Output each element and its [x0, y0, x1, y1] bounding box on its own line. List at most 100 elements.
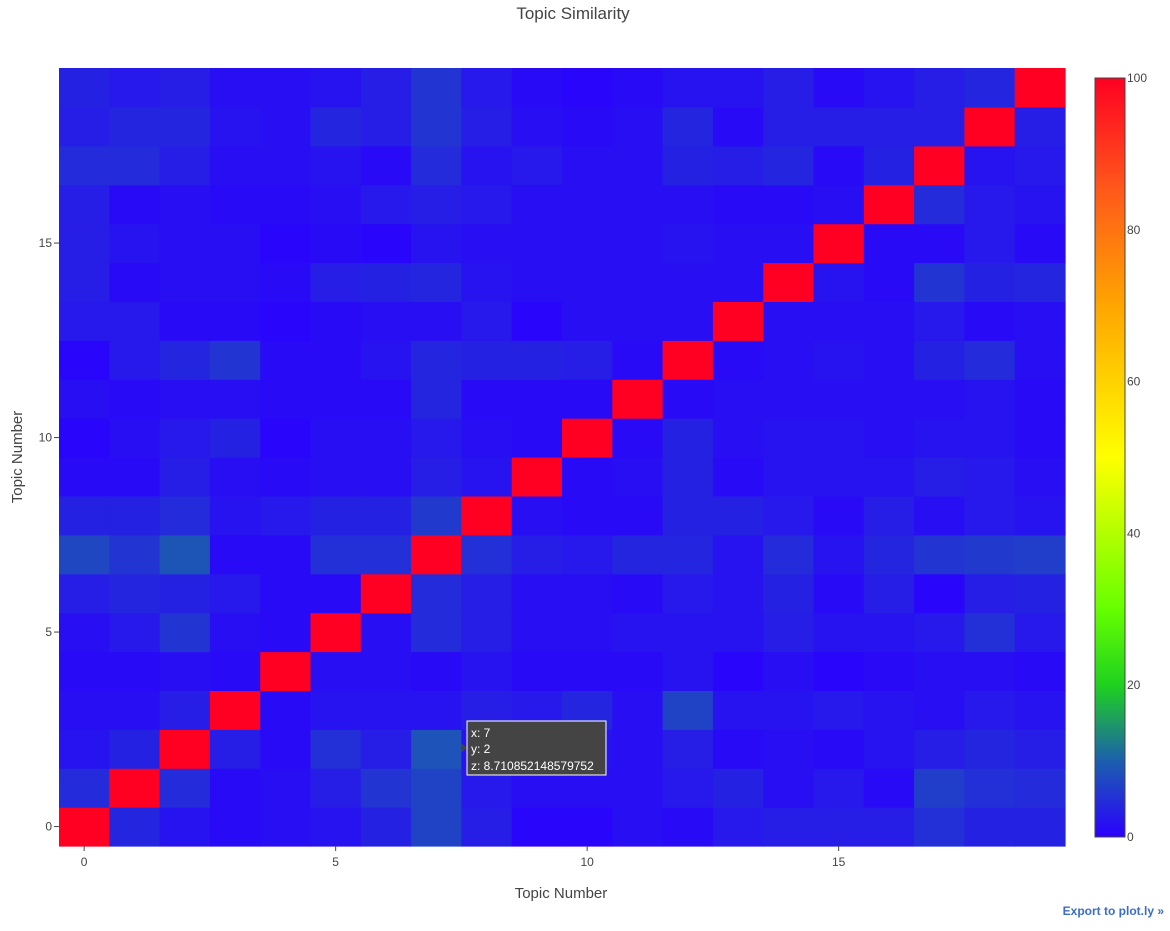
heatmap-cell-1-15[interactable] [109, 223, 161, 264]
heatmap-cell-11-17[interactable] [612, 145, 664, 186]
heatmap-cell-4-3[interactable] [260, 690, 312, 730]
heatmap-cell-4-16[interactable] [260, 184, 312, 225]
heatmap-cell-12-5[interactable] [662, 612, 714, 653]
heatmap-cell-9-17[interactable] [511, 145, 563, 186]
heatmap-cell-14-16[interactable] [763, 184, 815, 225]
heatmap-cell-9-8[interactable] [511, 495, 563, 536]
heatmap-cell-2-5[interactable] [159, 612, 211, 653]
heatmap-cell-10-13[interactable] [562, 301, 613, 341]
heatmap-cell-6-19[interactable] [360, 68, 412, 108]
heatmap-cell-1-1[interactable] [109, 768, 161, 808]
heatmap-cell-3-8[interactable] [209, 495, 261, 536]
heatmap-cell-18-18[interactable] [964, 106, 1016, 147]
heatmap-cell-14-2[interactable] [763, 729, 815, 769]
heatmap-cell-6-17[interactable] [360, 145, 412, 186]
heatmap-cell-5-8[interactable] [310, 495, 362, 536]
heatmap-cell-12-4[interactable] [662, 651, 714, 692]
heatmap-cell-7-13[interactable] [411, 301, 462, 341]
heatmap-cell-8-18[interactable] [461, 106, 513, 147]
heatmap-cell-3-13[interactable] [209, 301, 261, 341]
heatmap-cell-10-12[interactable] [562, 340, 613, 380]
heatmap-cell-1-14[interactable] [109, 262, 161, 303]
heatmap-cell-16-2[interactable] [863, 729, 915, 769]
heatmap-cell-6-14[interactable] [360, 262, 412, 303]
heatmap-cell-3-4[interactable] [209, 651, 261, 692]
heatmap-cell-6-5[interactable] [360, 612, 412, 653]
heatmap-cell-14-13[interactable] [763, 301, 815, 341]
heatmap-cell-19-0[interactable] [1014, 807, 1066, 847]
heatmap-cell-4-10[interactable] [260, 418, 312, 458]
heatmap-cell-2-8[interactable] [159, 495, 211, 536]
heatmap-cell-15-18[interactable] [813, 106, 865, 147]
heatmap-cell-0-6[interactable] [59, 573, 110, 614]
heatmap-cell-2-10[interactable] [159, 418, 211, 458]
heatmap-cell-4-8[interactable] [260, 495, 312, 536]
heatmap-cell-11-2[interactable] [612, 729, 664, 769]
heatmap-cell-1-19[interactable] [109, 68, 161, 108]
heatmap-cell-5-11[interactable] [310, 379, 362, 419]
heatmap-cell-1-13[interactable] [109, 301, 161, 341]
heatmap-cell-0-3[interactable] [59, 690, 110, 730]
heatmap-cell-13-6[interactable] [712, 573, 764, 614]
heatmap-cell-17-14[interactable] [914, 262, 965, 303]
heatmap-cell-4-13[interactable] [260, 301, 312, 341]
heatmap-cell-3-18[interactable] [209, 106, 261, 147]
heatmap-cell-6-16[interactable] [360, 184, 412, 225]
heatmap-cell-13-5[interactable] [712, 612, 764, 653]
heatmap-cell-16-12[interactable] [863, 340, 915, 380]
heatmap-cell-5-19[interactable] [310, 68, 362, 108]
heatmap-cell-2-18[interactable] [159, 106, 211, 147]
heatmap-cell-1-4[interactable] [109, 651, 161, 692]
heatmap-cell-7-16[interactable] [411, 184, 462, 225]
heatmap-cell-2-16[interactable] [159, 184, 211, 225]
heatmap-cell-12-0[interactable] [662, 807, 714, 847]
heatmap-cell-11-6[interactable] [612, 573, 664, 614]
heatmap-cell-6-7[interactable] [360, 534, 412, 575]
heatmap-cell-9-5[interactable] [511, 612, 563, 653]
heatmap-cell-12-13[interactable] [662, 301, 714, 341]
heatmap-cell-2-11[interactable] [159, 379, 211, 419]
heatmap-cell-19-16[interactable] [1014, 184, 1066, 225]
heatmap-cell-17-19[interactable] [914, 68, 965, 108]
heatmap-cell-1-17[interactable] [109, 145, 161, 186]
heatmap-cell-11-13[interactable] [612, 301, 664, 341]
heatmap-cell-3-9[interactable] [209, 457, 261, 497]
heatmap-cell-5-10[interactable] [310, 418, 362, 458]
heatmap-cell-14-19[interactable] [763, 68, 815, 108]
heatmap-cell-14-1[interactable] [763, 768, 815, 808]
heatmap-cell-4-17[interactable] [260, 145, 312, 186]
heatmap-cell-11-1[interactable] [612, 768, 664, 808]
heatmap-cell-17-5[interactable] [914, 612, 965, 653]
heatmap-cell-17-13[interactable] [914, 301, 965, 341]
heatmap-cell-4-11[interactable] [260, 379, 312, 419]
heatmap-cell-16-3[interactable] [863, 690, 915, 730]
heatmap-cell-13-17[interactable] [712, 145, 764, 186]
heatmap-cell-9-6[interactable] [511, 573, 563, 614]
heatmap-cell-7-7[interactable] [411, 534, 462, 575]
heatmap-cell-2-17[interactable] [159, 145, 211, 186]
heatmap-cell-18-15[interactable] [964, 223, 1016, 264]
heatmap-cell-5-5[interactable] [310, 612, 362, 653]
heatmap-cell-0-5[interactable] [59, 612, 110, 653]
heatmap-cell-8-10[interactable] [461, 418, 513, 458]
heatmap-cell-5-16[interactable] [310, 184, 362, 225]
heatmap-cell-17-1[interactable] [914, 768, 965, 808]
heatmap-cell-19-3[interactable] [1014, 690, 1066, 730]
heatmap-cell-4-4[interactable] [260, 651, 312, 692]
heatmap-cell-16-16[interactable] [863, 184, 915, 225]
heatmap-cell-2-2[interactable] [159, 729, 211, 769]
heatmap-cell-16-8[interactable] [863, 495, 915, 536]
heatmap-cell-1-3[interactable] [109, 690, 161, 730]
heatmap-cell-6-15[interactable] [360, 223, 412, 264]
heatmap-cell-1-18[interactable] [109, 106, 161, 147]
heatmap-cell-9-16[interactable] [511, 184, 563, 225]
heatmap-cell-10-10[interactable] [562, 418, 613, 458]
heatmap-cell-7-15[interactable] [411, 223, 462, 264]
heatmap-cell-3-1[interactable] [209, 768, 261, 808]
heatmap-cell-3-16[interactable] [209, 184, 261, 225]
heatmap-cell-2-0[interactable] [159, 807, 211, 847]
heatmap-cell-4-0[interactable] [260, 807, 312, 847]
heatmap-cell-1-5[interactable] [109, 612, 161, 653]
heatmap-cell-9-14[interactable] [511, 262, 563, 303]
heatmap-cell-11-4[interactable] [612, 651, 664, 692]
